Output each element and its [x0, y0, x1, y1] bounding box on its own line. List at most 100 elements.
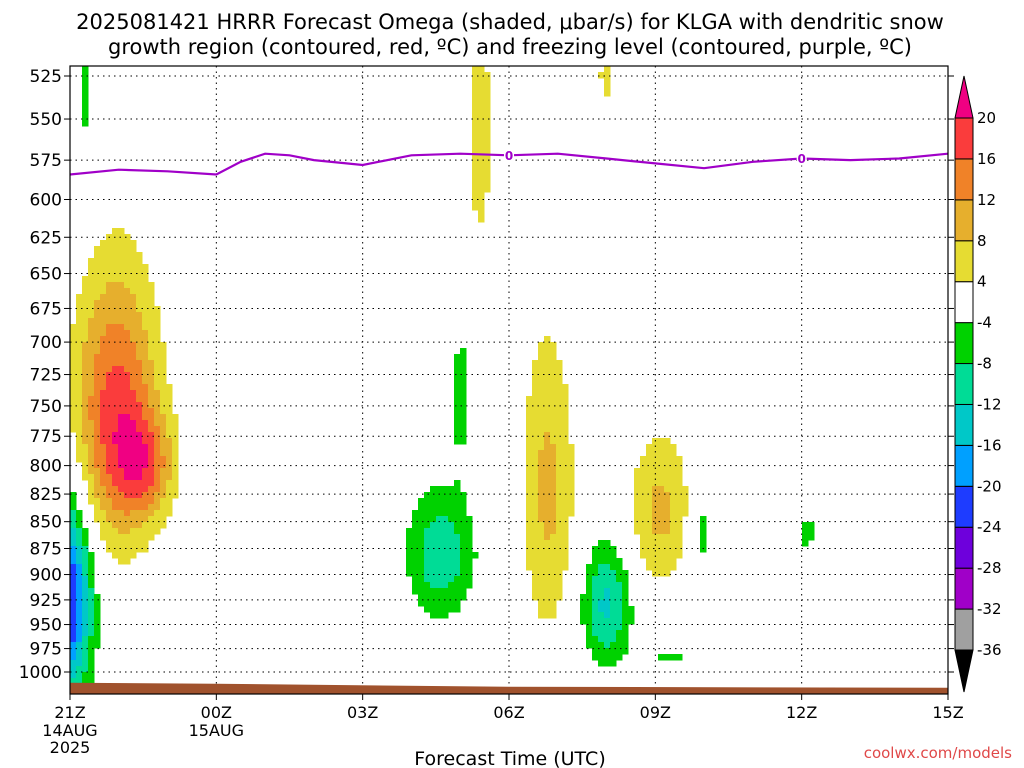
omega-cell — [100, 240, 107, 295]
omega-cell — [106, 234, 113, 283]
omega-cell — [538, 450, 545, 523]
omega-cell — [76, 528, 83, 547]
omega-cell — [106, 372, 113, 475]
freezing-level-label: 0 — [797, 152, 805, 166]
omega-cell — [538, 522, 545, 619]
y-tick-label: 750 — [30, 397, 62, 417]
omega-cell — [604, 648, 611, 667]
omega-cell — [430, 486, 437, 523]
omega-cell — [154, 492, 161, 511]
omega-cell — [118, 366, 125, 415]
y-tick-label: 675 — [30, 299, 62, 319]
omega-cell — [70, 564, 77, 643]
omega-cell — [136, 528, 143, 553]
omega-cell — [556, 360, 563, 601]
omega-cell — [88, 552, 95, 589]
omega-cell — [454, 576, 461, 613]
omega-cell — [88, 258, 95, 319]
omega-cell — [118, 468, 125, 493]
omega-cell — [124, 516, 131, 535]
omega-cell — [130, 240, 137, 295]
colorbar-band — [954, 199, 974, 242]
omega-cell — [532, 360, 539, 601]
colorbar-band — [954, 444, 974, 487]
omega-cell — [442, 516, 449, 589]
omega-cell — [640, 456, 647, 559]
omega-cell — [160, 456, 167, 469]
x-axis-label: Forecast Time (UTC) — [414, 748, 605, 768]
omega-cell — [130, 498, 137, 511]
omega-cell — [82, 276, 89, 343]
omega-cell — [82, 66, 89, 127]
omega-cell — [586, 564, 593, 649]
omega-cell — [130, 510, 137, 529]
omega-cell — [76, 642, 83, 667]
omega-cell — [664, 492, 671, 535]
x-tick-sublabel: 2025 — [50, 738, 91, 757]
omega-cell — [124, 414, 131, 481]
omega-cell — [100, 390, 107, 445]
omega-cell — [82, 576, 89, 637]
omega-cell — [592, 636, 599, 661]
omega-cell — [130, 342, 137, 391]
colorbar-label: -24 — [977, 518, 1002, 536]
omega-cell — [112, 432, 119, 445]
omega-cell — [436, 486, 443, 517]
omega-cell — [136, 402, 143, 433]
omega-cell — [610, 570, 617, 643]
x-tick-label: 12Z — [786, 703, 817, 722]
terrain-layer — [70, 682, 948, 694]
colorbar-min-arrow — [954, 649, 974, 693]
x-tick-sublabel: 15AUG — [189, 721, 244, 740]
omega-cell — [544, 432, 551, 541]
omega-cell — [610, 642, 617, 667]
colorbar-label: -16 — [977, 436, 1002, 454]
colorbar-label: -12 — [977, 395, 1002, 413]
omega-cell — [148, 486, 155, 505]
omega-cell — [142, 522, 149, 553]
colorbar-band — [954, 608, 974, 651]
colorbar-label: 20 — [977, 109, 996, 127]
omega-cell — [616, 582, 623, 631]
freezing-label-bg — [504, 148, 514, 163]
colorbar-label: -32 — [977, 600, 1002, 618]
omega-cell — [472, 66, 479, 211]
omega-cell — [136, 480, 143, 499]
omega-cell — [592, 576, 599, 637]
omega-cell — [118, 492, 125, 511]
colorbar-band — [954, 281, 974, 324]
colorbar-band — [954, 158, 974, 201]
omega-cell — [142, 444, 149, 469]
omega-cell — [448, 582, 455, 613]
omega-cell — [106, 324, 113, 373]
y-tick-label: 1000 — [19, 663, 62, 683]
omega-cell — [424, 492, 431, 529]
omega-cell — [154, 306, 161, 391]
omega-cell — [124, 372, 131, 415]
omega-cell — [658, 438, 665, 487]
omega-cell — [76, 546, 83, 565]
omega-cell — [130, 420, 137, 481]
y-tick-label: 525 — [30, 67, 62, 87]
x-tick-sublabel: 14AUG — [42, 721, 97, 740]
colorbar-label: 16 — [977, 150, 996, 168]
omega-cell — [598, 612, 605, 643]
omega-cell — [550, 444, 557, 535]
omega-cell — [436, 588, 443, 619]
omega-cell — [88, 318, 95, 397]
colorbar-label: 12 — [977, 191, 996, 209]
omega-cell — [430, 588, 437, 619]
omega-cell — [646, 444, 653, 571]
omega-cell — [94, 498, 101, 523]
omega-cell — [604, 540, 611, 565]
colorbar-band — [954, 485, 974, 528]
omega-cell — [130, 294, 137, 343]
omega-cell — [88, 396, 95, 421]
omega-cell — [112, 510, 119, 529]
omega-cell — [136, 432, 143, 481]
omega-cell — [580, 594, 587, 625]
omega-cell — [148, 516, 155, 541]
omega-cell — [70, 324, 77, 433]
colorbar-label: -28 — [977, 559, 1002, 577]
omega-cell — [550, 534, 557, 619]
